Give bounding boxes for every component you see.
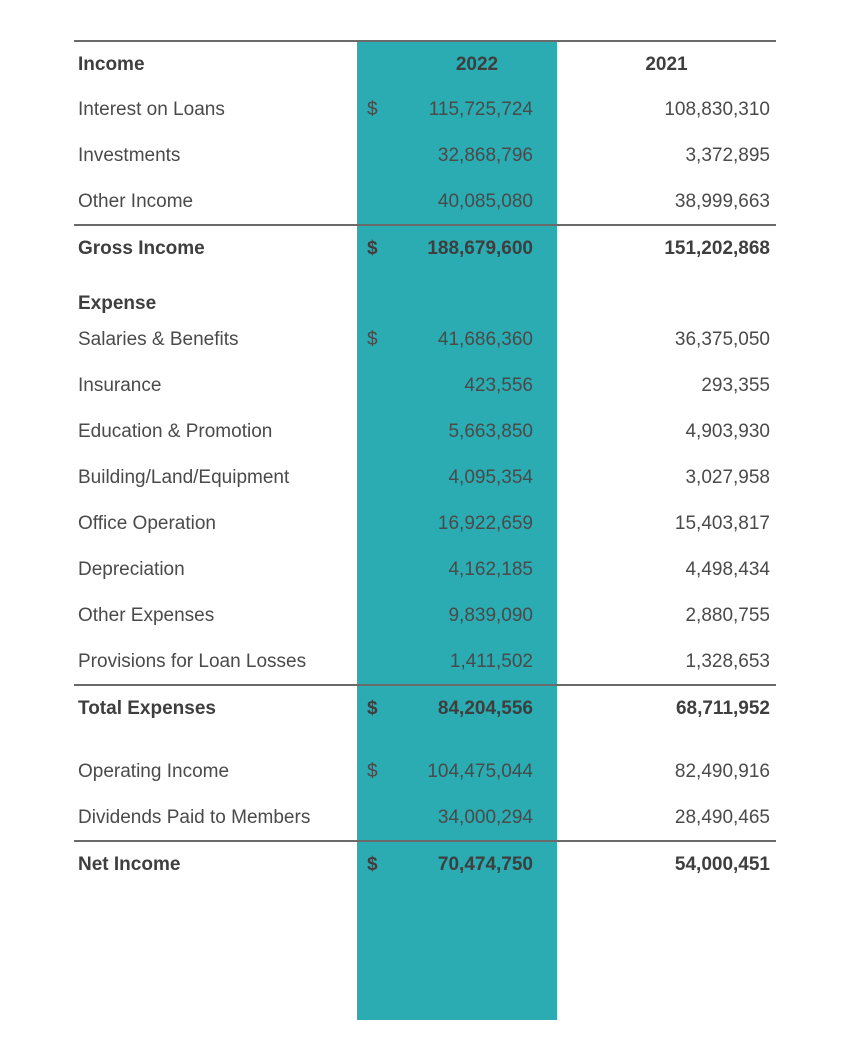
- table-row: Interest on Loans $ 115,725,724 108,830,…: [74, 87, 776, 133]
- income-section-title: Income: [74, 41, 357, 87]
- table-row: Provisions for Loan Losses 1,411,502 1,3…: [74, 639, 776, 685]
- table-row: Office Operation 16,922,659 15,403,817: [74, 501, 776, 547]
- total-expenses-row: Total Expenses $ 84,204,556 68,711,952: [74, 685, 776, 731]
- table-row: Operating Income $ 104,475,044 82,490,91…: [74, 749, 776, 795]
- net-income-row: Net Income $ 70,474,750 54,000,451: [74, 841, 776, 887]
- table-row: Education & Promotion 5,663,850 4,903,93…: [74, 409, 776, 455]
- table-header-row: Income 2022 2021: [74, 41, 776, 87]
- gross-income-row: Gross Income $ 188,679,600 151,202,868: [74, 225, 776, 271]
- table-row: Other Income 40,085,080 38,999,663: [74, 179, 776, 225]
- table-row: Other Expenses 9,839,090 2,880,755: [74, 593, 776, 639]
- table-row: Insurance 423,556 293,355: [74, 363, 776, 409]
- table-row: Depreciation 4,162,185 4,498,434: [74, 547, 776, 593]
- table-row: Dividends Paid to Members 34,000,294 28,…: [74, 795, 776, 841]
- col-header-2022: 2022: [397, 41, 557, 87]
- table-row: Investments 32,868,796 3,372,895: [74, 133, 776, 179]
- col-header-2021: 2021: [557, 41, 776, 87]
- table-row: Salaries & Benefits $ 41,686,360 36,375,…: [74, 317, 776, 363]
- table-row: Building/Land/Equipment 4,095,354 3,027,…: [74, 455, 776, 501]
- expense-section-header: Expense: [74, 271, 776, 317]
- financial-statement-table: Income 2022 2021 Interest on Loans $ 115…: [74, 40, 776, 887]
